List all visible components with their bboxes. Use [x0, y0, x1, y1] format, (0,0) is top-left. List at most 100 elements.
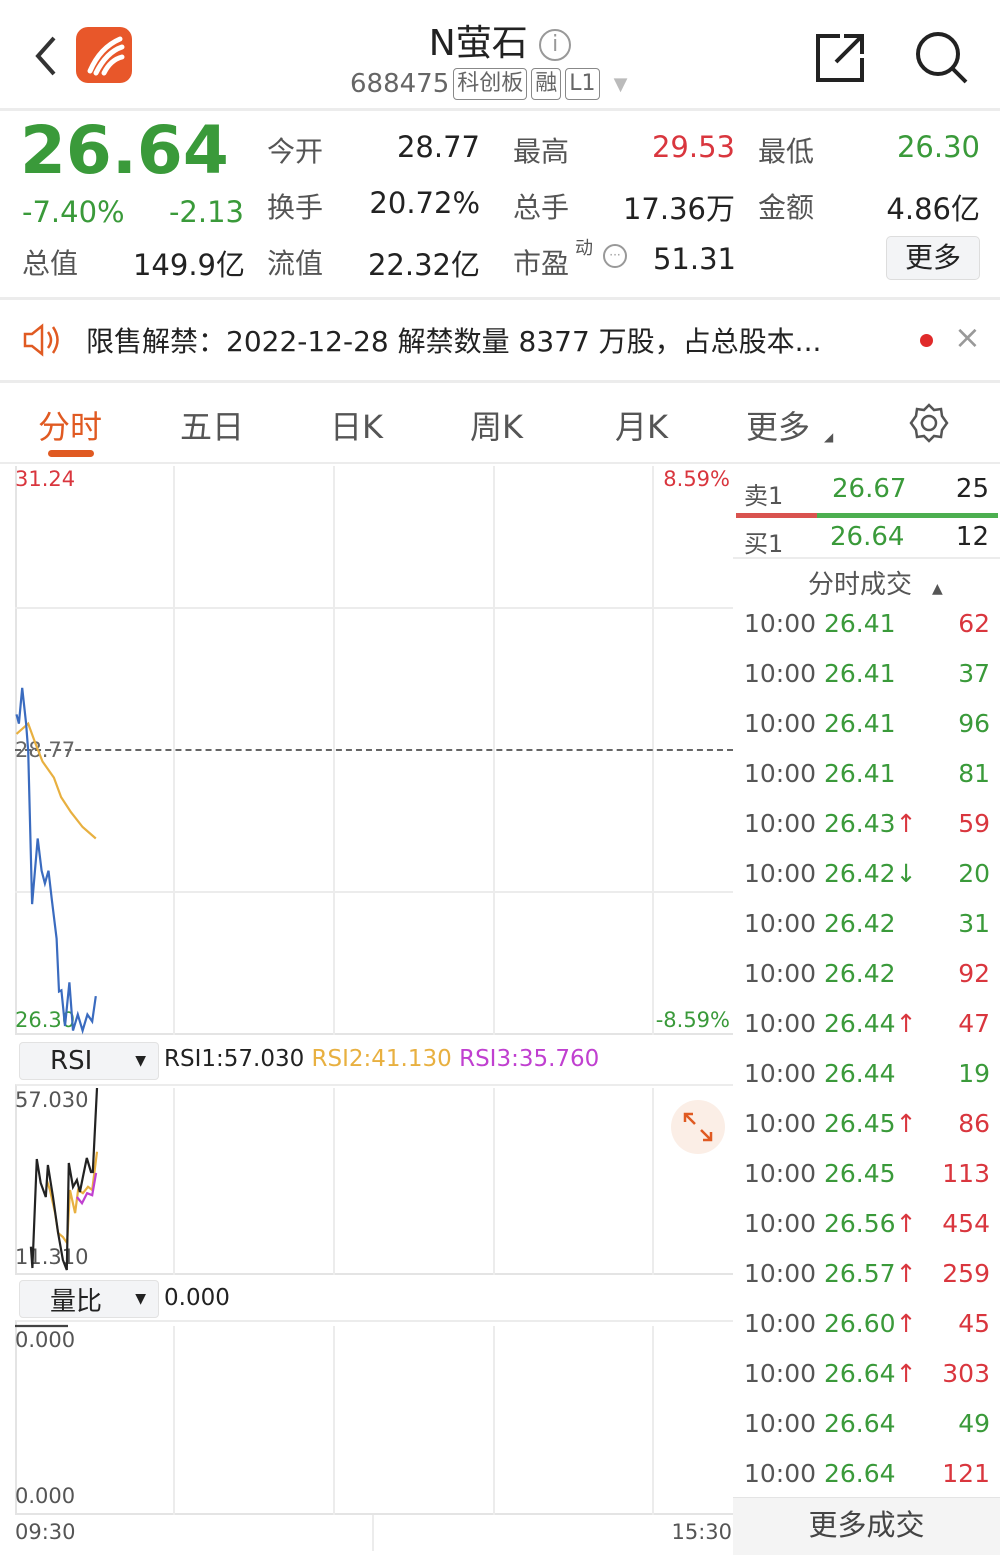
trade-price-value: 26.41	[824, 758, 896, 788]
dropdown-icon[interactable]: ▼	[613, 73, 628, 95]
rsi-chart[interactable]	[15, 1084, 733, 1275]
trade-direction-arrow: ↑	[895, 1258, 917, 1288]
indicator-name: 量比	[50, 1286, 103, 1317]
tag-margin: 融	[531, 68, 562, 100]
grid-line	[333, 1326, 335, 1515]
back-button[interactable]	[30, 32, 60, 88]
trade-volume: 59	[958, 808, 990, 838]
trade-volume: 454	[942, 1208, 990, 1238]
indicator-select-volume-ratio[interactable]: 量比 ▼	[19, 1280, 159, 1318]
indicator-name: RSI	[50, 1046, 93, 1076]
expand-icon	[683, 1112, 713, 1142]
speaker-icon	[23, 323, 59, 357]
trade-price-value: 26.43	[824, 808, 896, 838]
trades-header[interactable]: 分时成交 ▲	[808, 564, 943, 601]
trade-volume: 49	[958, 1408, 990, 1438]
y-max-label: 31.24	[15, 467, 76, 491]
more-button[interactable]: 更多	[886, 236, 980, 280]
trade-volume: 92	[958, 958, 990, 988]
trade-time: 10:00	[744, 708, 817, 738]
prev-close-line	[15, 749, 733, 751]
caret-icon: ◢	[824, 430, 834, 444]
trade-volume: 86	[958, 1108, 990, 1138]
grid-line	[493, 1088, 495, 1275]
search-icon	[916, 32, 968, 84]
trade-row: 10:00 26.43↑ 59	[744, 798, 990, 848]
search-button[interactable]	[914, 30, 970, 90]
tab-weekly-k[interactable]: 周K	[470, 408, 523, 446]
rsi-min-label: 11.310	[15, 1245, 89, 1269]
trade-row: 10:00 26.44↑ 47	[744, 998, 990, 1048]
tab-daily-k[interactable]: 日K	[330, 408, 383, 446]
trade-time: 10:00	[744, 958, 817, 988]
amount-value: 4.86亿	[886, 192, 980, 226]
trade-row: 10:00 26.41 96	[744, 698, 990, 748]
low-label: 最低	[758, 135, 815, 168]
rsi1-value: RSI1:57.030	[164, 1046, 305, 1072]
pe-options-icon[interactable]: ···	[603, 244, 627, 268]
volume-ratio-value: 0.000	[164, 1285, 230, 1311]
tab-five-day[interactable]: 五日	[180, 408, 245, 446]
volume-ratio-chart[interactable]	[15, 1320, 733, 1515]
trade-price-value: 26.41	[824, 658, 896, 688]
grid-line	[493, 1326, 495, 1515]
chevron-left-icon	[35, 36, 56, 76]
tab-intraday[interactable]: 分时	[38, 408, 103, 446]
trade-row: 10:00 26.56↑ 454	[744, 1198, 990, 1248]
pe-value: 51.31	[652, 242, 736, 276]
trade-price-value: 26.45	[824, 1108, 896, 1138]
notice-text: 限售解禁：2022-12-28 解禁数量 8377 万股，占总股本...	[86, 325, 822, 358]
trade-price-value: 26.42	[824, 958, 896, 988]
notice-bar[interactable]: 限售解禁：2022-12-28 解禁数量 8377 万股，占总股本... ×	[0, 300, 1000, 380]
trade-row: 10:00 26.64 49	[744, 1398, 990, 1448]
grid-line	[652, 1088, 654, 1275]
tab-more[interactable]: 更多	[746, 408, 811, 446]
trade-direction-arrow: ↑	[895, 1358, 917, 1388]
trade-price: 26.64	[824, 1459, 934, 1488]
trade-price: 26.42↓	[824, 859, 934, 888]
share-button[interactable]	[814, 30, 868, 88]
stock-code: 688475	[350, 69, 450, 99]
trade-direction-arrow: ↑	[895, 1008, 917, 1038]
grid-line	[333, 1088, 335, 1275]
settings-gear-icon[interactable]	[908, 402, 950, 444]
trade-price-value: 26.45	[824, 1158, 896, 1188]
more-trades-button[interactable]: 更多成交	[733, 1497, 1000, 1555]
indicator-select-rsi[interactable]: RSI ▼	[19, 1042, 159, 1080]
trade-price-value: 26.41	[824, 608, 896, 638]
grid-line	[173, 1088, 175, 1275]
trade-price: 26.42	[824, 959, 934, 988]
trade-direction-arrow: ↓	[895, 858, 917, 888]
trade-price: 26.43↑	[824, 809, 934, 838]
trade-price-value: 26.56	[824, 1208, 896, 1238]
stock-name: N萤石	[428, 23, 528, 64]
expand-button[interactable]	[671, 1100, 725, 1154]
trade-row: 10:00 26.57↑ 259	[744, 1248, 990, 1298]
close-notice-button[interactable]: ×	[954, 318, 981, 356]
trade-time: 10:00	[744, 1308, 817, 1338]
sort-up-icon: ▲	[932, 581, 943, 597]
vr-max-label: 0.000	[15, 1328, 76, 1352]
axis-divider	[372, 1515, 374, 1551]
tag-level: L1	[565, 68, 600, 100]
y-min-label: 26.30	[15, 1008, 76, 1032]
trade-row: 10:00 26.42↓ 20	[744, 848, 990, 898]
trade-price-value: 26.60	[824, 1308, 896, 1338]
trade-price: 26.60↑	[824, 1309, 934, 1338]
pe-type-superscript: 动	[575, 238, 593, 259]
grid-line	[15, 607, 733, 609]
info-icon[interactable]: i	[539, 29, 572, 61]
open-label: 今开	[267, 135, 324, 168]
open-value: 28.77	[396, 130, 480, 164]
buy1-volume: 12	[955, 522, 989, 552]
trade-price-value: 26.64	[824, 1358, 896, 1388]
trade-time: 10:00	[744, 608, 817, 638]
trade-row: 10:00 26.41 62	[744, 598, 990, 648]
divider	[0, 380, 1000, 383]
float-cap-value: 22.32亿	[367, 248, 480, 282]
trade-price: 26.57↑	[824, 1259, 934, 1288]
trade-row: 10:00 26.42 31	[744, 898, 990, 948]
high-value: 29.53	[651, 130, 735, 164]
tab-monthly-k[interactable]: 月K	[615, 408, 668, 446]
trade-time: 10:00	[744, 658, 817, 688]
